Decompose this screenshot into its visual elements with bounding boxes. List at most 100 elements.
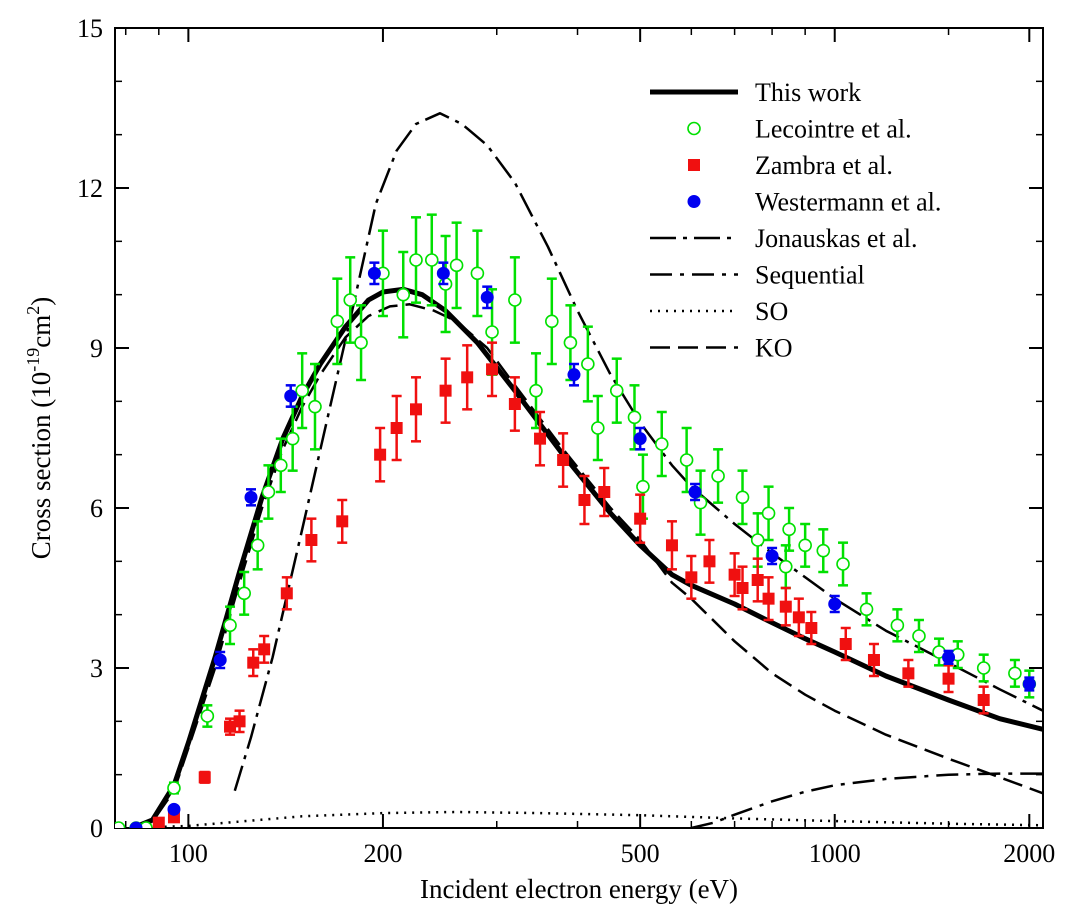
westermann-point — [367, 266, 381, 280]
lecointre-point — [485, 325, 499, 339]
plot-frame — [114, 27, 1044, 829]
lecointre-point — [470, 266, 485, 281]
zambra-point — [410, 403, 423, 416]
y-tick-label: 9 — [90, 334, 103, 363]
lecointre-point — [354, 335, 368, 350]
lecointre-point — [761, 506, 776, 521]
zambra-point — [461, 371, 474, 384]
zambra-point — [305, 534, 318, 546]
lecointre-point — [836, 557, 850, 571]
westermann-point — [244, 490, 258, 504]
zambra-point — [247, 656, 260, 669]
zambra-point — [336, 515, 349, 528]
zambra-point — [867, 654, 880, 666]
lecointre-point — [859, 602, 874, 617]
lecointre-point — [636, 479, 650, 494]
zambra-point — [751, 574, 764, 586]
y-tick-label: 6 — [90, 494, 103, 523]
zambra-point — [762, 592, 775, 605]
lecointre-point — [343, 293, 358, 307]
lecointre-point — [139, 821, 153, 828]
lecointre-point — [449, 258, 464, 273]
westermann-point — [942, 650, 956, 664]
legend-label: Westermann et al. — [755, 188, 941, 217]
lecointre-point — [200, 709, 215, 723]
zambra-point — [390, 422, 403, 434]
x-tick-label: 2000 — [1003, 839, 1055, 868]
lecointre-point — [563, 335, 578, 350]
lecointre-point — [545, 314, 559, 329]
zambra-point — [508, 398, 521, 410]
zambra-point — [902, 667, 915, 680]
lecointre-point — [591, 421, 605, 435]
zambra-point — [280, 587, 293, 600]
lecointre-point — [330, 314, 345, 329]
zambra-point — [486, 363, 499, 376]
legend-label: Sequential — [755, 261, 865, 290]
lecointre-point — [115, 821, 126, 828]
westermann-point — [129, 821, 143, 828]
westermann-point — [633, 432, 647, 446]
lecointre-point — [679, 453, 694, 467]
y-tick-label: 0 — [90, 814, 103, 843]
lecointre-point — [711, 469, 725, 483]
westermann-point — [213, 653, 227, 667]
zambra-point — [839, 638, 852, 650]
lecointre-point — [508, 293, 522, 307]
lecointre-point — [816, 543, 831, 558]
series-westermann — [129, 261, 1036, 828]
zambra-point — [258, 643, 271, 656]
lecointre-point — [237, 586, 251, 601]
zambra-point — [728, 568, 741, 581]
legend-label: This work — [755, 78, 861, 107]
lecointre-point — [396, 287, 411, 302]
westermann-point — [567, 368, 581, 382]
lecointre-point — [976, 661, 991, 675]
zambra-point — [779, 600, 792, 613]
zambra-point — [233, 715, 246, 728]
lecointre-point — [409, 253, 423, 267]
lecointre-point — [285, 431, 300, 446]
lecointre-point — [295, 383, 309, 398]
zambra-point — [665, 539, 678, 552]
x-axis-title: Incident electron energy (eV) — [420, 874, 738, 904]
y-tick-label: 3 — [90, 654, 103, 683]
legend-label: KO — [755, 334, 793, 363]
lecointre-point — [609, 383, 624, 398]
lecointre-point — [654, 437, 669, 451]
x-tick-label: 1000 — [809, 839, 861, 868]
axis-ticks: 0 3 6 9 12 15 100 200 500 1000 2000 — [77, 14, 1055, 868]
westermann-point — [284, 389, 298, 403]
legend-swatch-westermann — [687, 195, 701, 208]
data-series — [115, 112, 1043, 828]
series-zambra — [152, 341, 990, 828]
zambra-point — [534, 432, 547, 445]
lecointre-point — [308, 399, 322, 414]
legend-swatch-lecointre — [687, 121, 701, 136]
y-tick-label: 12 — [77, 174, 103, 203]
lecointre-point — [778, 559, 793, 574]
zambra-point — [224, 720, 237, 733]
lecointre-point — [261, 485, 276, 499]
legend-swatch-zambra — [688, 159, 700, 171]
zambra-point — [634, 512, 647, 525]
line-jonauskas — [233, 112, 1043, 792]
lecointre-point — [223, 618, 237, 633]
zambra-point — [198, 771, 211, 784]
westermann-point — [765, 549, 779, 563]
x-tick-label: 200 — [363, 839, 402, 868]
westermann-point — [436, 266, 450, 280]
zambra-point — [805, 622, 818, 634]
lecointre-point — [750, 533, 765, 547]
zambra-point — [152, 816, 165, 828]
lecointre-point — [581, 357, 595, 371]
x-tick-label: 500 — [621, 839, 660, 868]
x-tick-label: 100 — [169, 839, 208, 868]
zambra-point — [942, 672, 955, 685]
line-sequential — [691, 772, 1043, 828]
westermann-point — [1022, 677, 1036, 691]
zambra-point — [685, 571, 698, 584]
lecointre-point — [798, 538, 812, 553]
zambra-point — [598, 486, 611, 498]
